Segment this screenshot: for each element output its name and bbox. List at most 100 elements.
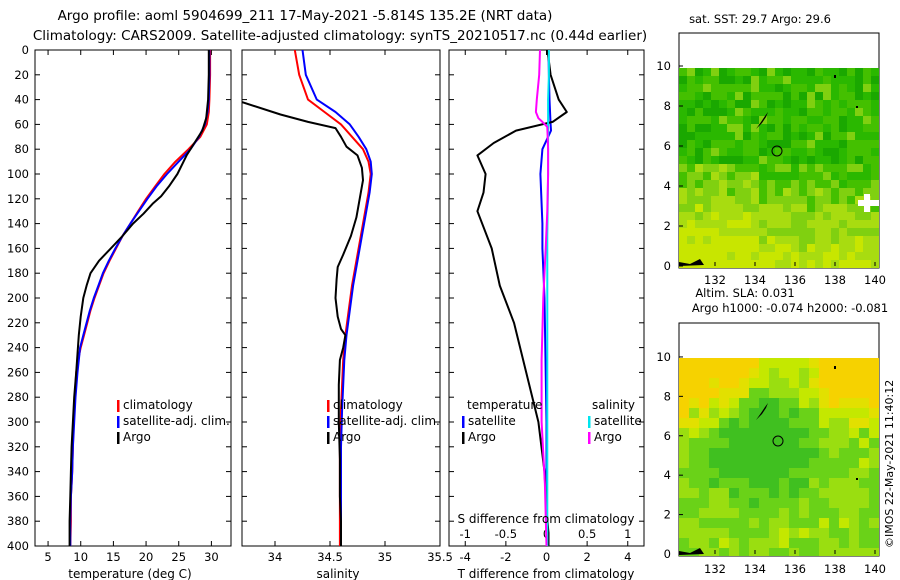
- heatmap-cell: [839, 418, 849, 428]
- heatmap-cell: [783, 76, 791, 84]
- heatmap-cell: [679, 368, 689, 378]
- heatmap-cell: [819, 358, 829, 368]
- heatmap-cell: [759, 180, 767, 188]
- heatmap-cell: [709, 408, 719, 418]
- heatmap-cell: [759, 428, 769, 438]
- heatmap-cell: [815, 164, 823, 172]
- heatmap-cell: [703, 196, 711, 204]
- heatmap-cell: [679, 220, 687, 228]
- heatmap-cell: [799, 132, 807, 140]
- heatmap-cell: [729, 358, 739, 368]
- heatmap-cell: [709, 438, 719, 448]
- heatmap-cell: [855, 140, 863, 148]
- heatmap-cell: [847, 244, 855, 252]
- heatmap-cell: [863, 116, 871, 124]
- sla-argo-location-marker: [772, 435, 784, 447]
- legend-swatch-argo: [117, 432, 120, 444]
- heatmap-cell: [749, 368, 759, 378]
- heatmap-cell: [739, 458, 749, 468]
- heatmap-cell: [751, 204, 759, 212]
- heatmap-cell: [847, 180, 855, 188]
- heatmap-cell: [799, 418, 809, 428]
- heatmap-cell: [815, 172, 823, 180]
- heatmap-cell: [809, 518, 819, 528]
- heatmap-cell: [735, 172, 743, 180]
- heatmap-cell: [703, 164, 711, 172]
- heatmap-cell: [775, 212, 783, 220]
- heatmap-cell: [679, 140, 687, 148]
- heatmap-cell: [743, 164, 751, 172]
- heatmap-cell: [689, 358, 699, 368]
- heatmap-cell: [679, 108, 687, 116]
- depth-tick-label: 40: [14, 93, 29, 107]
- heatmap-cell: [863, 252, 871, 260]
- heatmap-cell: [839, 368, 849, 378]
- heatmap-cell: [815, 260, 823, 268]
- lat-tick-label: 0: [664, 259, 671, 273]
- heatmap-cell: [751, 156, 759, 164]
- heatmap-cell: [863, 148, 871, 156]
- heatmap-cell: [871, 156, 879, 164]
- heatmap-cell: [839, 378, 849, 388]
- heatmap-cell: [829, 368, 839, 378]
- lat-tick-label: 2: [664, 508, 671, 522]
- heatmap-cell: [699, 498, 709, 508]
- heatmap-cell: [749, 398, 759, 408]
- heatmap-cell: [687, 140, 695, 148]
- heatmap-cell: [831, 156, 839, 164]
- heatmap-cell: [829, 488, 839, 498]
- heatmap-cell: [695, 236, 703, 244]
- sst-map-lon-ticks: 132 134 136 138 140: [704, 262, 886, 287]
- heatmap-cell: [759, 228, 767, 236]
- heatmap-cell: [727, 212, 735, 220]
- heatmap-cell: [849, 448, 859, 458]
- heatmap-cell: [799, 378, 809, 388]
- heatmap-cell: [807, 172, 815, 180]
- legend-swatch-climatology: [327, 400, 330, 412]
- heatmap-cell: [789, 368, 799, 378]
- heatmap-cell: [695, 84, 703, 92]
- heatmap-cell: [783, 236, 791, 244]
- legend-swatch-t-satellite: [462, 416, 465, 428]
- heatmap-cell: [727, 204, 735, 212]
- heatmap-cell: [743, 236, 751, 244]
- heatmap-cell: [739, 358, 749, 368]
- heatmap-cell: [679, 252, 687, 260]
- heatmap-cell: [807, 156, 815, 164]
- depth-tick-label: 260: [7, 365, 29, 379]
- heatmap-cell: [695, 132, 703, 140]
- heatmap-cell: [809, 458, 819, 468]
- heatmap-cell: [703, 220, 711, 228]
- heatmap-cell: [739, 468, 749, 478]
- depth-tick-label: 400: [7, 539, 29, 553]
- heatmap-cell: [799, 498, 809, 508]
- heatmap-cell: [863, 180, 871, 188]
- title-line-1: Argo profile: aoml 5904699_211 17-May-20…: [58, 8, 553, 24]
- heatmap-cell: [779, 548, 789, 556]
- heatmap-cell: [735, 180, 743, 188]
- heatmap-cell: [775, 92, 783, 100]
- heatmap-cell: [703, 180, 711, 188]
- heatmap-cell: [689, 388, 699, 398]
- heatmap-cell: [863, 156, 871, 164]
- heatmap-cell: [831, 116, 839, 124]
- heatmap-cell: [783, 132, 791, 140]
- heatmap-cell: [831, 132, 839, 140]
- heatmap-cell: [729, 528, 739, 538]
- heatmap-cell: [783, 108, 791, 116]
- heatmap-cell: [759, 84, 767, 92]
- heatmap-cell: [711, 68, 719, 76]
- heatmap-cell: [743, 156, 751, 164]
- heatmap-cell: [847, 252, 855, 260]
- heatmap-cell: [799, 236, 807, 244]
- heatmap-cell: [815, 244, 823, 252]
- heatmap-cell: [869, 528, 879, 538]
- heatmap-cell: [783, 220, 791, 228]
- heatmap-cell: [799, 92, 807, 100]
- heatmap-cell: [819, 418, 829, 428]
- heatmap-cell: [847, 212, 855, 220]
- heatmap-cell: [799, 408, 809, 418]
- heatmap-cell: [719, 508, 729, 518]
- heatmap-cell: [699, 398, 709, 408]
- heatmap-cell: [679, 228, 687, 236]
